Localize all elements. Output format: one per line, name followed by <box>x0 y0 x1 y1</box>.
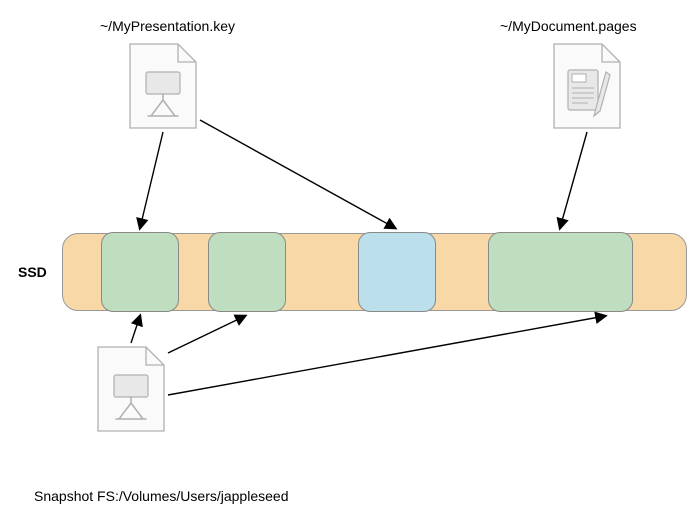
file-path-right: ~/MyDocument.pages <box>500 18 637 34</box>
ssd-block-1 <box>101 232 179 312</box>
pages-file-top-icon <box>552 42 622 130</box>
keynote-file-top-icon <box>128 42 198 130</box>
file-path-left: ~/MyPresentation.key <box>100 18 235 34</box>
ssd-label: SSD <box>18 264 47 280</box>
ssd-block-3 <box>358 232 436 312</box>
snapshot-path: Snapshot FS:/Volumes/Users/jappleseed <box>34 488 288 504</box>
ssd-block-4 <box>488 232 633 312</box>
ssd-block-2 <box>208 232 286 312</box>
keynote-file-bottom-icon <box>96 345 166 433</box>
